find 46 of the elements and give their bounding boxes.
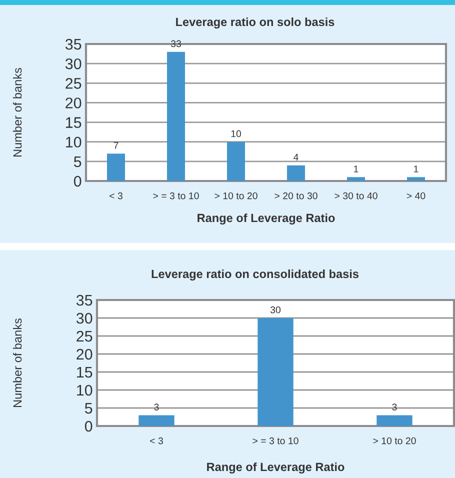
x-tick-label: < 3 — [150, 437, 163, 444]
bar — [167, 52, 185, 181]
x-axis-title: Range of Leverage Ratio — [198, 213, 335, 225]
data-label: 4 — [294, 154, 298, 161]
data-label: 1 — [354, 166, 358, 172]
bar — [107, 154, 125, 181]
data-label: 33 — [170, 40, 181, 48]
chart-title: Leverage ratio on solo basis — [176, 17, 334, 29]
bar — [287, 165, 305, 181]
x-axis-title: Range of Leverage Ratio — [207, 462, 344, 474]
y-tick-label: 35 — [76, 294, 92, 306]
data-label: 3 — [154, 404, 159, 410]
y-tick-label: 20 — [66, 98, 82, 108]
y-axis-title: Number of banks — [12, 68, 22, 156]
y-tick-label: 20 — [76, 348, 92, 360]
data-label: 7 — [114, 142, 118, 149]
y-tick-label: 25 — [76, 330, 92, 342]
y-tick-label: 30 — [76, 312, 92, 324]
data-label: 30 — [270, 306, 281, 314]
y-tick-label: 0 — [84, 420, 92, 432]
y-tick-label: 25 — [66, 78, 82, 89]
chart-title: Leverage ratio on consolidated basis — [152, 269, 359, 281]
x-tick-label: > 30 to 40 — [334, 192, 378, 200]
x-tick-label: > 20 to 30 — [274, 192, 318, 200]
data-label: 3 — [392, 404, 397, 410]
bar — [347, 177, 365, 181]
x-tick-label: > 40 — [406, 192, 426, 200]
y-axis-title: Number of banks — [12, 318, 22, 407]
data-label: 10 — [231, 130, 242, 138]
y-tick-label: 15 — [77, 367, 92, 378]
data-label: 1 — [414, 166, 418, 172]
bar — [407, 177, 425, 181]
y-tick-label: 5 — [84, 403, 92, 414]
y-tick-label: 30 — [65, 58, 82, 70]
y-tick-label: 15 — [66, 117, 82, 128]
y-tick-label: 5 — [74, 156, 82, 168]
x-tick-label: < 3 — [110, 192, 122, 200]
y-tick-label: 35 — [65, 38, 82, 50]
x-tick-label: > 10 to 20 — [373, 437, 416, 444]
x-tick-label: > = 3 to 10 — [252, 437, 298, 444]
x-tick-label: > = 3 to 10 — [153, 192, 199, 200]
x-tick-label: > 10 to 20 — [214, 192, 258, 200]
bar — [227, 142, 245, 181]
y-tick-label: 0 — [74, 176, 82, 187]
y-tick-label: 10 — [77, 384, 92, 396]
y-tick-label: 10 — [66, 136, 82, 148]
